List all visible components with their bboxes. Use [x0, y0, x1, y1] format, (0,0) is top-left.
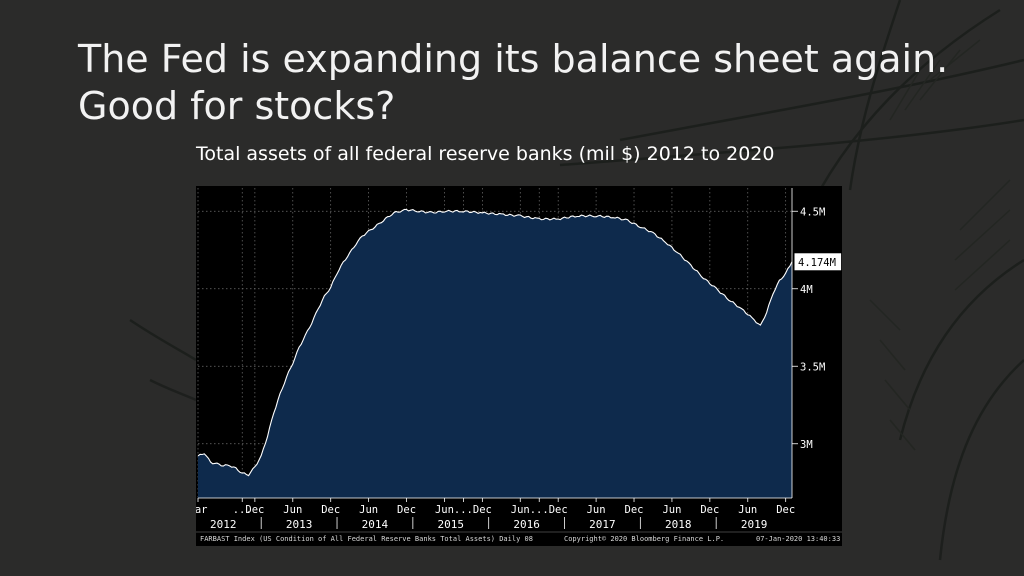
chart-subtitle: Total assets of all federal reserve bank… [196, 143, 775, 165]
year-label: 2013 [286, 518, 313, 531]
x-tick-label: Dec [549, 504, 568, 516]
year-label: 2017 [589, 518, 616, 531]
y-tick-label: 3M [800, 439, 813, 451]
x-tick-label: Jun [662, 504, 681, 516]
x-tick-label: Dec [473, 504, 492, 516]
x-tick-label: Jun [738, 504, 757, 516]
x-tick-label: Mar [196, 504, 207, 516]
year-label: 2012 [210, 518, 237, 531]
last-value-label: 4.174M [798, 257, 836, 269]
x-axis: Mar...DecJunDecJunDecJun...DecJun...DecJ… [196, 497, 795, 531]
footer-source: FARBAST Index (US Condition of All Feder… [200, 535, 533, 543]
year-label: 2016 [513, 518, 540, 531]
last-value-badge: 4.174M [794, 253, 842, 271]
footer-copyright: Copyright© 2020 Bloomberg Finance L.P. [564, 535, 724, 543]
series-line [197, 208, 793, 477]
y-axis: 4.5M 4M 3.5M 3M [791, 188, 825, 498]
footer-timestamp: 07-Jan-2020 13:40:33 [756, 535, 840, 543]
x-tick-label: Dec [700, 504, 719, 516]
last-value-box [794, 253, 842, 271]
year-label: 2014 [362, 518, 389, 531]
year-label: 2018 [665, 518, 692, 531]
x-tick-label: Dec [245, 504, 264, 516]
x-tick-label: Dec [625, 504, 644, 516]
x-tick-label: Dec [397, 504, 416, 516]
x-tick-label: ... [454, 504, 473, 516]
x-tick-label: ... [233, 504, 252, 516]
x-tick-label: Jun [283, 504, 302, 516]
y-tick-label: 4.5M [800, 206, 825, 218]
year-label: 2019 [741, 518, 768, 531]
series-area [198, 209, 792, 498]
y-tick-label: 4M [800, 284, 813, 296]
y-tick-label: 3.5M [800, 361, 825, 373]
title-line-1: The Fed is expanding its balance sheet a… [78, 37, 949, 81]
x-tick-label: Dec [321, 504, 340, 516]
x-tick-label: Jun [511, 504, 530, 516]
year-label: 2015 [438, 518, 465, 531]
x-tick-label: Jun [359, 504, 378, 516]
title-line-2: Good for stocks? [78, 84, 396, 128]
x-tick-label: Dec [776, 504, 795, 516]
slide-title: The Fed is expanding its balance sheet a… [78, 36, 978, 130]
x-tick-label: Jun [587, 504, 606, 516]
x-tick-label: Jun [435, 504, 454, 516]
x-tick-label: ... [530, 504, 549, 516]
